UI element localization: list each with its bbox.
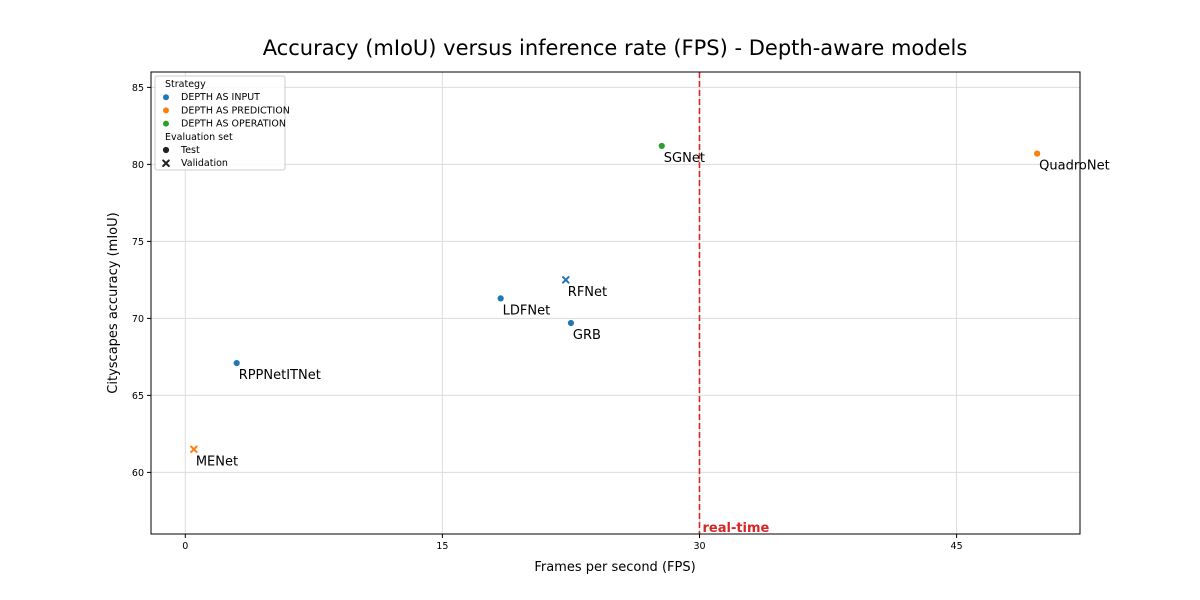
y-tick-label: 60 [132, 468, 144, 479]
x-tick-label: 0 [182, 541, 188, 552]
realtime-reference: real-time [698, 72, 770, 536]
legend-eval-title: Evaluation set [165, 132, 233, 143]
legend-strategy-title: Strategy [165, 79, 206, 90]
legend-label-depth-as-input: DEPTH AS INPUT [181, 92, 260, 103]
point-ldfnet [497, 295, 504, 302]
plot-area-frame [150, 71, 1081, 535]
chart-title: Accuracy (mIoU) versus inference rate (F… [263, 36, 968, 60]
point-label-ldfnet: LDFNet [503, 303, 551, 318]
point-menet [190, 445, 198, 454]
y-tick-label: 85 [132, 83, 144, 94]
legend-label-test: Test [180, 145, 200, 156]
point-grb [567, 319, 575, 327]
point-label-menet: MENet [196, 454, 238, 469]
y-tick-label: 80 [132, 160, 144, 171]
y-axis-label: Cityscapes accuracy (mIoU) [106, 212, 121, 393]
realtime-label: real-time [702, 521, 769, 536]
y-tick-label: 75 [132, 237, 144, 248]
point-label-quadronet: QuadroNet [1039, 159, 1110, 174]
x-axis-label: Frames per second (FPS) [534, 560, 695, 575]
point-sgnet [658, 142, 665, 150]
y-tick-label: 65 [132, 391, 144, 402]
legend-label-validation: Validation [181, 158, 228, 169]
x-tick-label: 15 [436, 541, 448, 552]
x-tick-label: 30 [693, 541, 705, 552]
point-quadronet [1034, 150, 1041, 157]
legend-marker-depth-as-input [163, 94, 169, 101]
point-label-rfnet: RFNet [568, 285, 607, 300]
axis-ticks: 0 15 30 45 60 65 70 75 80 85 [132, 83, 963, 552]
legend-marker-depth-as-operation [163, 120, 169, 127]
point-rfnet [561, 276, 570, 284]
x-tick-label: 45 [951, 541, 963, 552]
point-label-sgnet: SGNet [664, 151, 705, 166]
legend-marker-depth-as-prediction [163, 107, 169, 114]
point-rppnetitnet [233, 359, 240, 367]
y-tick-label: 70 [132, 314, 144, 325]
point-label-grb: GRB [573, 328, 601, 343]
legend-box [154, 75, 286, 171]
legend-marker-test [162, 146, 170, 154]
legend-marker-validation [162, 159, 170, 167]
legend-label-depth-as-operation: DEPTH AS OPERATION [181, 119, 286, 130]
legend: Strategy DEPTH AS INPUT DEPTH AS PREDICTIO… [154, 75, 290, 171]
grid [151, 72, 1080, 534]
point-label-rppnetitnet: RPPNetITNet [239, 368, 321, 383]
legend-label-depth-as-prediction: DEPTH AS PREDICTION [181, 105, 290, 116]
data-points: SGNet QuadroNet RFNet LDFNet GRB RPPNetITNet M… [190, 142, 1110, 469]
